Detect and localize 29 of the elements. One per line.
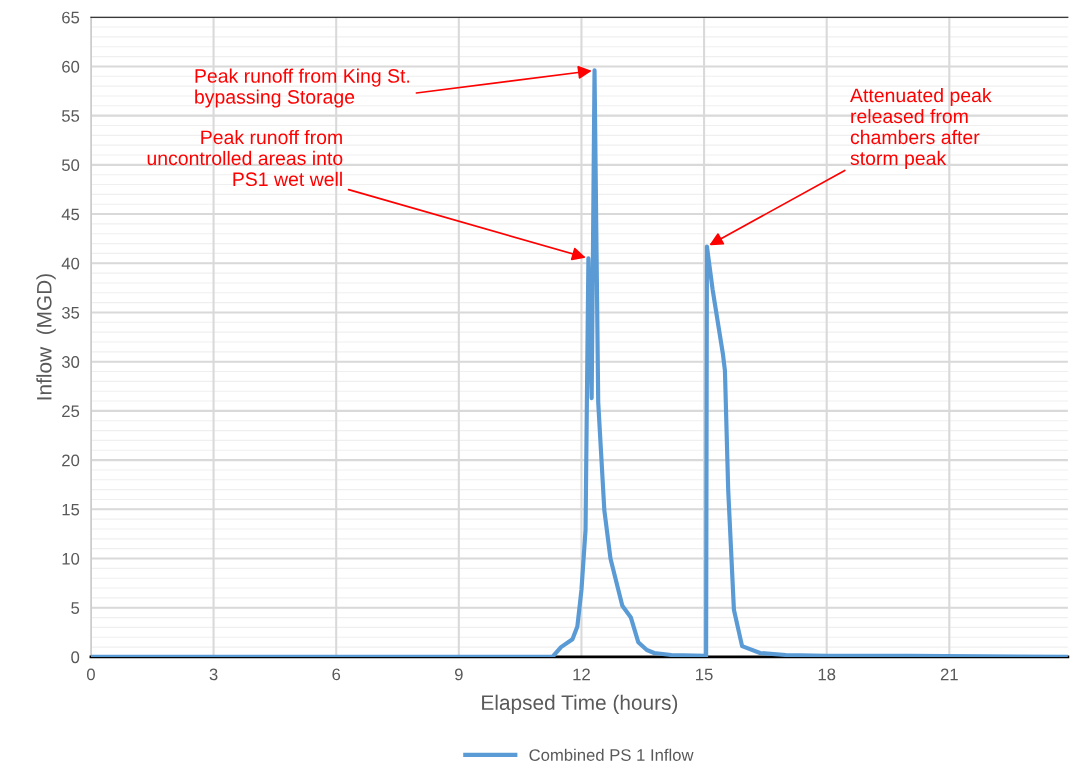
legend-label: Combined PS 1 Inflow: [529, 748, 694, 761]
y-tick-label: 30: [61, 356, 80, 368]
x-tick-label: 0: [86, 668, 95, 681]
annotation: Peak runoff from King St. bypassing Storage: [195, 68, 410, 108]
y-tick-label: 5: [71, 602, 80, 614]
x-tick-label: 15: [696, 668, 713, 681]
y-tick-label: 55: [61, 110, 80, 122]
y-axis-title: Inflow (MGD): [36, 274, 56, 400]
y-tick-label: 20: [62, 454, 80, 467]
y-tick-label: 65: [62, 11, 80, 24]
y-tick-label: 0: [71, 651, 80, 664]
y-tick-label: 50: [61, 159, 80, 172]
y-tick-label: 10: [62, 552, 80, 565]
x-tick-label: 6: [332, 668, 341, 681]
x-tick-label: 9: [454, 668, 463, 681]
x-tick-label: 21: [940, 668, 958, 681]
x-axis-title: Elapsed Time (hours): [482, 694, 678, 715]
annotation: Peak runoff from uncontrolled areas into PS1 wet well: [147, 129, 343, 187]
y-tick-label: 15: [62, 503, 80, 516]
y-tick-label: 35: [61, 306, 80, 319]
y-tick-label: 25: [62, 405, 80, 418]
y-tick-label: 40: [61, 257, 80, 270]
y-tick-label: 60: [62, 60, 80, 73]
y-tick-label: 45: [61, 208, 80, 221]
x-tick-label: 3: [209, 668, 218, 681]
annotation: Attenuated peak released from chambers after storm peak: [850, 87, 992, 169]
line-series: [90, 68, 1068, 657]
x-tick-label: 18: [818, 668, 836, 681]
x-tick-label: 12: [573, 668, 590, 681]
